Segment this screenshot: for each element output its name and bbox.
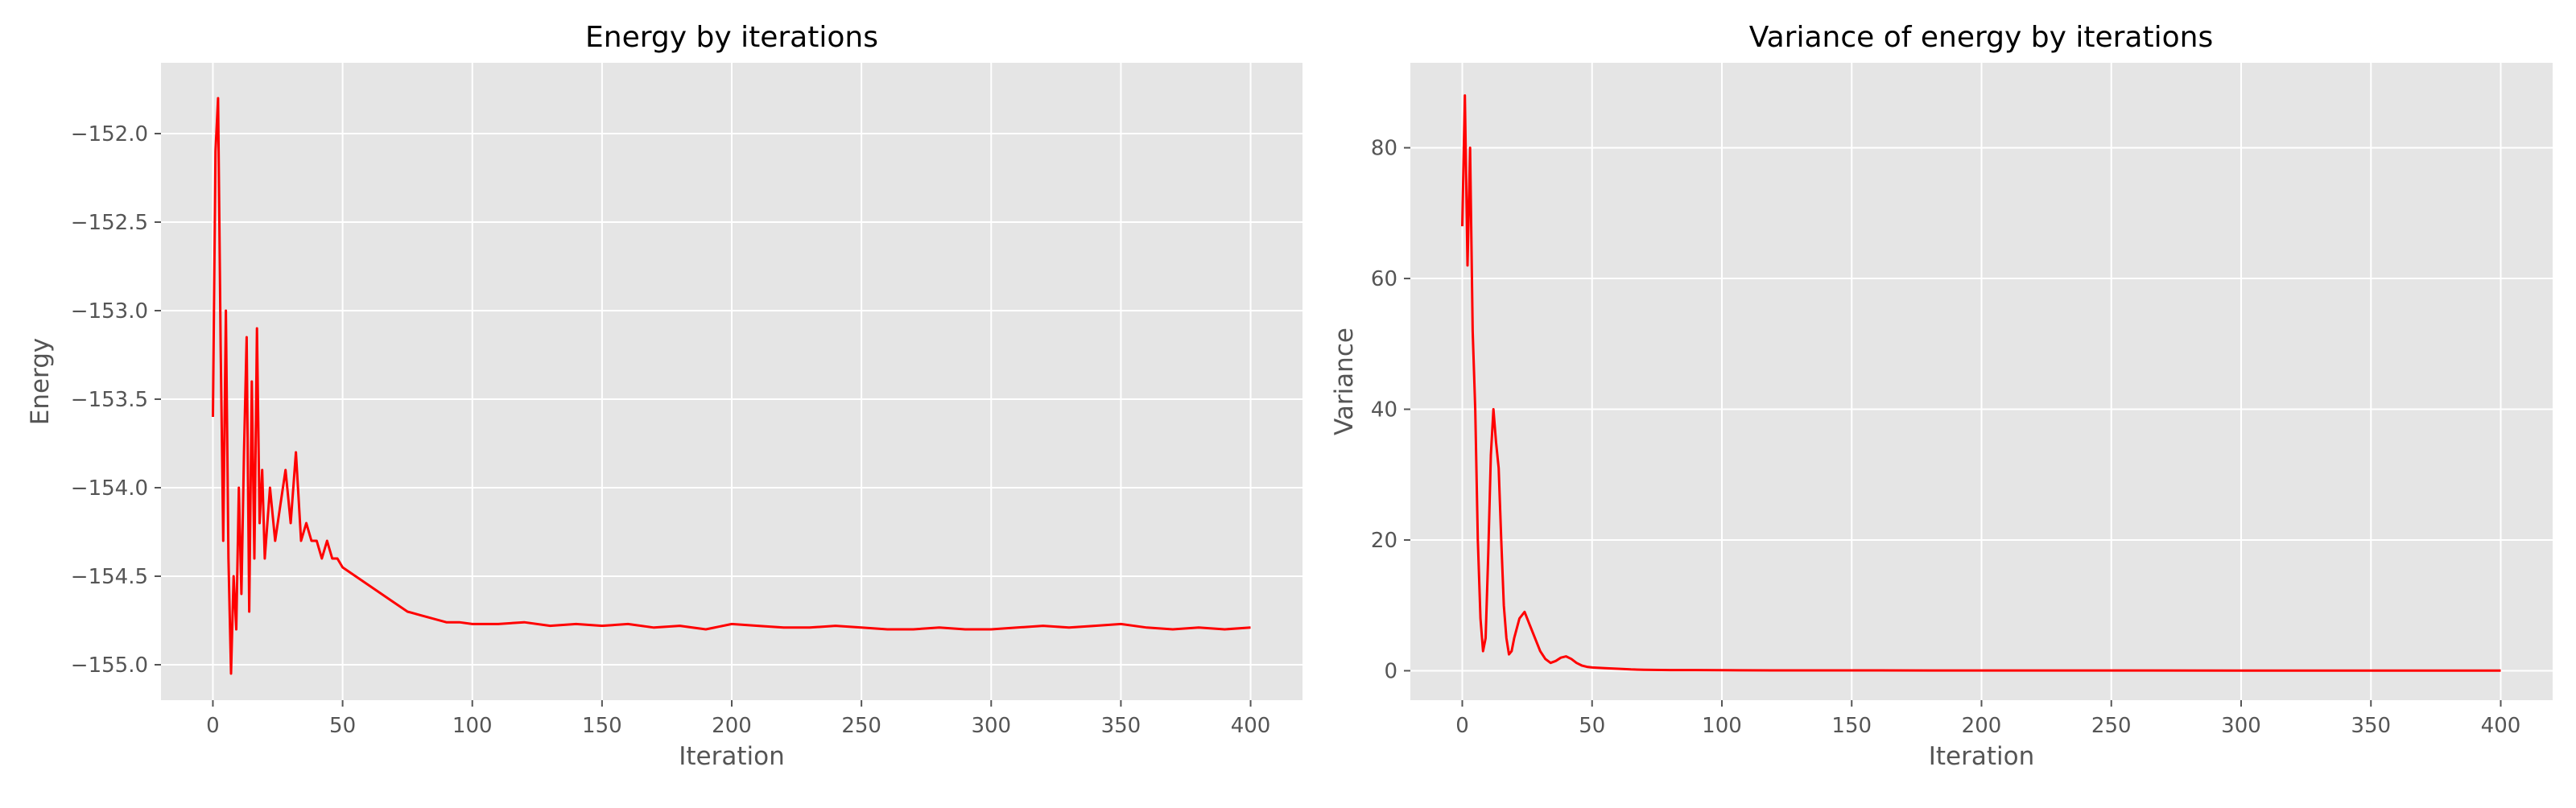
y-tick-label: −154.0 [71,476,148,501]
x-tick-label: 200 [712,714,752,738]
energy-chart: 0 50 100 150 200 250 300 350 400 −155.0 −154.5 −154… [26,21,1302,771]
x-tick-label: 100 [452,714,493,738]
x-tick-label: 350 [2351,714,2391,738]
y-tick-label: −153.0 [71,299,148,324]
y-tick-label: 20 [1371,529,1397,553]
x-tick-label: 50 [1579,714,1605,738]
x-tick-label: 100 [1702,714,1742,738]
y-tick-label: 60 [1371,267,1397,291]
x-tick-label: 400 [2481,714,2521,738]
x-axis-label: Iteration [1929,742,2035,771]
x-tick-label: 350 [1101,714,1141,738]
y-tick-label: 80 [1371,137,1397,161]
y-tick-label: −154.5 [71,565,148,589]
series-line [1461,94,2501,672]
x-tick-label: 150 [1831,714,1872,738]
y-tick-label: −152.0 [71,122,148,146]
y-tick-label: −152.5 [71,211,148,235]
x-tick-label: 50 [329,714,356,738]
x-tick-label: 0 [1455,714,1469,738]
y-tick-label: 40 [1371,398,1397,423]
y-tick-label: −153.5 [71,388,148,412]
chart-title: Variance of energy by iterations [1749,21,2213,54]
y-axis-label: Energy [26,338,55,426]
x-tick-label: 300 [2221,714,2261,738]
variance-chart: 0 50 100 150 200 250 300 350 400 0 20 40 60 80 Varianc… [1330,21,2553,771]
x-tick-label: 250 [841,714,881,738]
x-tick-label: 150 [582,714,622,738]
x-tick-label: 0 [206,714,220,738]
chart-title: Energy by iterations [585,21,878,54]
series-line [212,97,1251,675]
x-tick-label: 300 [971,714,1011,738]
x-tick-label: 200 [1962,714,2002,738]
x-tick-label: 250 [2091,714,2132,738]
y-axis-label: Variance [1330,328,1359,435]
x-tick-label: 400 [1231,714,1271,738]
y-tick-label: −155.0 [71,653,148,678]
y-tick-label: 0 [1384,659,1397,683]
x-axis-label: Iteration [679,742,785,771]
